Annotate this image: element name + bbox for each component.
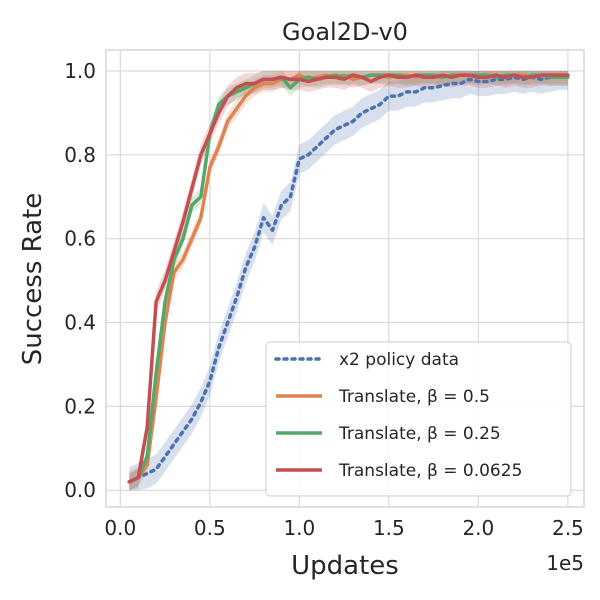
x-tick-label: 1.0 <box>283 516 315 540</box>
x-tick-label: 2.0 <box>462 516 494 540</box>
y-tick-label: 0.4 <box>64 311 96 335</box>
series-line-x2-policy-data <box>127 73 570 484</box>
chart-title: Goal2D-v0 <box>282 18 408 46</box>
tick-labels: 0.0 0.5 1.0 1.5 2.0 2.5 0.0 0.2 0.4 0.6 0.8 1.0 <box>64 59 584 540</box>
y-axis-label: Success Rate <box>18 193 48 366</box>
legend-label-translate-0-25: Translate, β = 0.25 <box>338 424 501 444</box>
y-tick-label: 0.0 <box>64 478 96 502</box>
legend-label-translate-0-5: Translate, β = 0.5 <box>338 387 490 407</box>
y-tick-label: 0.6 <box>64 227 96 251</box>
x-tick-label: 2.5 <box>552 516 584 540</box>
series-lines <box>127 73 570 484</box>
x-scale-label: 1e5 <box>546 551 584 575</box>
legend-frame <box>265 341 572 497</box>
x-tick-label: 0.0 <box>104 516 136 540</box>
y-tick-label: 0.2 <box>64 394 96 418</box>
x-tick-label: 0.5 <box>194 516 226 540</box>
legend-label-translate-0-0625: Translate, β = 0.0625 <box>338 461 522 481</box>
x-tick-label: 1.5 <box>373 516 405 540</box>
x-axis-label: Updates <box>291 551 399 581</box>
legend-label-x2-policy-data: x2 policy data <box>339 350 459 370</box>
legend: x2 policy data Translate, β = 0.5 Translat… <box>265 341 572 497</box>
y-tick-label: 1.0 <box>64 59 96 83</box>
series-line-translate-0-0625 <box>127 73 570 484</box>
y-tick-label: 0.8 <box>64 143 96 167</box>
